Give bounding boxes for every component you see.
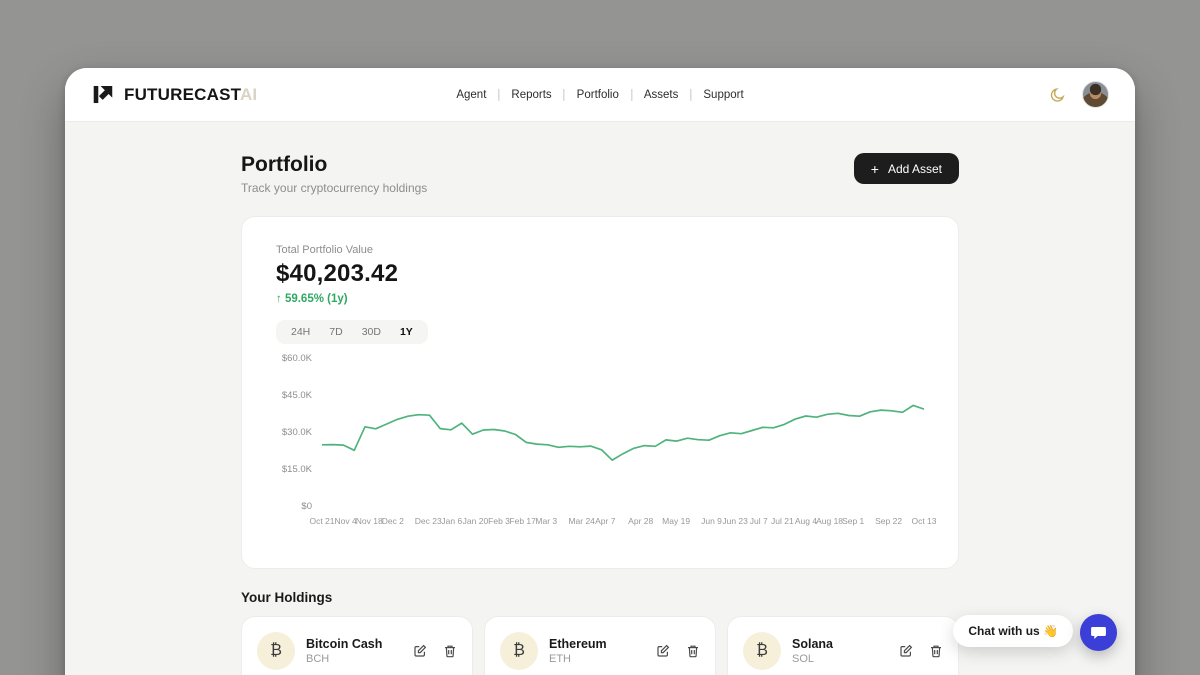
x-tick-label: Mar 24 xyxy=(568,516,595,526)
chart-plot xyxy=(322,359,924,507)
x-tick-label: Feb 17 xyxy=(509,516,536,526)
nav-separator xyxy=(498,88,500,101)
nav-separator xyxy=(563,88,565,101)
chart-line-svg xyxy=(322,404,924,461)
add-asset-button[interactable]: + Add Asset xyxy=(853,153,959,184)
chat-bubble-icon xyxy=(1091,627,1106,639)
nav-separator xyxy=(690,88,692,101)
holding-symbol: BCH xyxy=(306,653,330,665)
brand-logo: FUTURECASTAI xyxy=(91,82,257,107)
edit-icon[interactable] xyxy=(656,644,670,658)
total-portfolio-value: $40,203.42 xyxy=(276,260,399,287)
avatar[interactable] xyxy=(1082,81,1109,108)
coin-icon: ₿ xyxy=(257,632,295,670)
x-tick-label: Oct 13 xyxy=(911,516,937,526)
page-head: Portfolio Track your cryptocurrency hold… xyxy=(241,153,959,195)
x-tick-label: Jun 23 xyxy=(722,516,748,526)
holding-name: Bitcoin Cash xyxy=(306,637,383,651)
holding-name: Ethereum xyxy=(549,637,607,651)
x-tick-label: Nov 4 xyxy=(334,516,357,526)
x-tick-label: Feb 3 xyxy=(488,516,510,526)
plus-icon: + xyxy=(870,160,879,177)
app-header: FUTURECASTAI Agent Reports Portfolio Assets… xyxy=(65,68,1135,122)
x-tick-label: Aug 18 xyxy=(816,516,844,526)
x-tick-label: Jan 6 xyxy=(441,516,463,526)
portfolio-change: ↑ 59.65% (1y) xyxy=(276,293,348,305)
trash-icon[interactable] xyxy=(929,644,943,658)
x-tick-label: Jan 20 xyxy=(462,516,489,526)
holding-card: ₿ Bitcoin Cash BCH AI Score: -1 (Slig xyxy=(241,616,473,675)
moon-icon[interactable] xyxy=(1049,86,1067,104)
nav-item-assets[interactable]: Assets xyxy=(643,88,679,101)
edit-icon[interactable] xyxy=(413,644,427,658)
x-tick-label: Jul 21 xyxy=(771,516,794,526)
page-title: Portfolio xyxy=(241,153,328,176)
page-content: Portfolio Track your cryptocurrency hold… xyxy=(65,153,1135,675)
range-tab-24h[interactable]: 24H xyxy=(291,326,311,338)
portfolio-line-chart: $60.0K $45.0K $30.0K $15.0K $0 Oct 21 Nov 4 No… xyxy=(276,353,937,528)
header-right xyxy=(1049,81,1109,108)
x-tick-label: Oct 21 xyxy=(309,516,335,526)
x-tick-label: Dec 23 xyxy=(414,516,442,526)
x-tick-label: Aug 4 xyxy=(794,516,818,526)
portfolio-value-card: Total Portfolio Value $40,203.42 ↑ 59.65… xyxy=(241,216,959,569)
chat-bubble-fab[interactable] xyxy=(1080,614,1117,651)
holding-symbol: ETH xyxy=(549,653,571,665)
range-tab-1y[interactable]: 1Y xyxy=(399,326,413,338)
nav-item-portfolio[interactable]: Portfolio xyxy=(576,88,619,101)
holding-symbol: SOL xyxy=(792,653,815,665)
brand-suffix: AI xyxy=(239,84,258,104)
x-tick-label: Dec 2 xyxy=(381,516,404,526)
nav-item-support[interactable]: Support xyxy=(703,88,744,101)
nav-item-agent[interactable]: Agent xyxy=(456,88,487,101)
main-nav: Agent Reports Portfolio Assets Support xyxy=(444,88,755,101)
x-tick-label: Nov 18 xyxy=(355,516,383,526)
range-tab-7d[interactable]: 7D xyxy=(329,326,343,338)
nav-separator xyxy=(630,88,632,101)
app-window: FUTURECASTAI Agent Reports Portfolio Assets… xyxy=(65,68,1135,675)
trash-icon[interactable] xyxy=(686,644,700,658)
x-tick-label: Apr 7 xyxy=(595,516,616,526)
x-tick-label: May 19 xyxy=(662,516,691,526)
holding-card: ₿ Solana SOL AI Score: -1 (Slightly B xyxy=(727,616,959,675)
x-tick-label: Sep 22 xyxy=(875,516,903,526)
chat-with-us-button[interactable]: Chat with us 👋 xyxy=(953,615,1073,647)
coin-icon: ₿ xyxy=(743,632,781,670)
range-tab-30d[interactable]: 30D xyxy=(361,326,381,338)
coin-icon: ₿ xyxy=(500,632,538,670)
chart-x-axis: Oct 21 Nov 4 Nov 18 Dec 2 Dec 23 Jan 6 Jan 20 F… xyxy=(309,516,936,528)
arrow-logo-icon xyxy=(93,85,113,104)
x-tick-label: Apr 28 xyxy=(628,516,654,526)
holding-card: ₿ Ethereum ETH AI Score: -4 (Slightly xyxy=(484,616,716,675)
brand-name: FUTURECASTAI xyxy=(124,84,258,104)
edit-icon[interactable] xyxy=(899,644,913,658)
x-tick-label: Jul 7 xyxy=(749,516,768,526)
trash-icon[interactable] xyxy=(443,644,457,658)
holding-name: Solana xyxy=(792,637,833,651)
x-tick-label: Jun 9 xyxy=(701,516,722,526)
holdings-title: Your Holdings xyxy=(241,590,333,605)
x-tick-label: Mar 3 xyxy=(535,516,558,526)
add-asset-label: Add Asset xyxy=(887,161,942,176)
holdings-cards: ₿ Bitcoin Cash BCH AI Score: -1 (Slig xyxy=(241,616,959,675)
total-portfolio-value-label: Total Portfolio Value xyxy=(276,244,374,256)
chart-y-axis: $60.0K $45.0K $30.0K $15.0K $0 xyxy=(281,353,312,512)
nav-item-reports[interactable]: Reports xyxy=(511,88,552,101)
page-subtitle: Track your cryptocurrency holdings xyxy=(241,181,428,195)
time-range-tabs: 24H 7D 30D 1Y xyxy=(276,320,428,344)
x-tick-label: Sep 1 xyxy=(842,516,865,526)
